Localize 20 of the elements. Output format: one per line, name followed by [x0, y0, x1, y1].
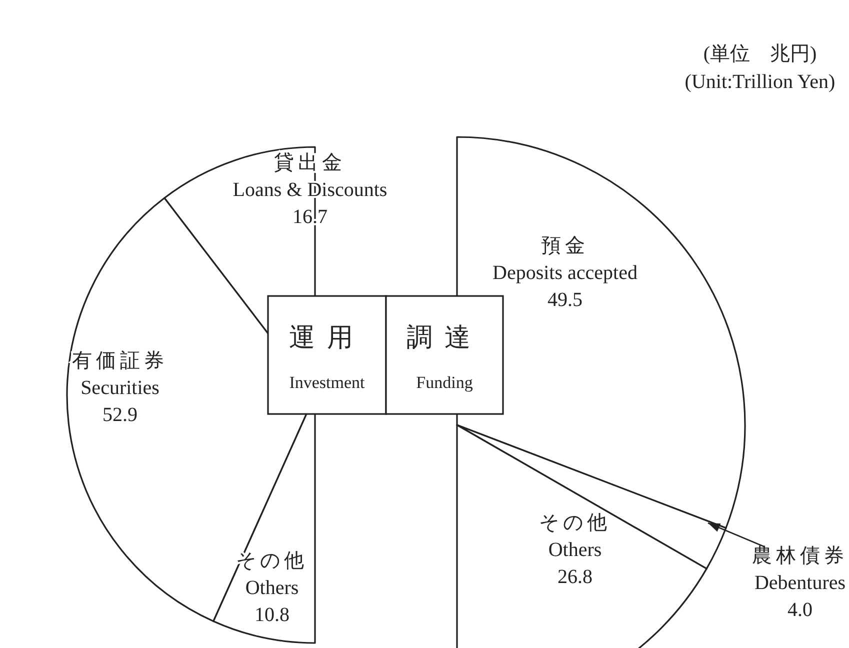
title: 調達: [406, 323, 482, 352]
data-label: Others: [548, 539, 602, 561]
data-label: 有価証券: [72, 350, 168, 372]
data-label: その他: [539, 512, 611, 534]
data-label: 10.8: [254, 604, 290, 626]
title: Funding: [416, 373, 473, 392]
data-label: 預金: [541, 235, 589, 257]
data-label: Others: [245, 577, 299, 599]
data-label: 26.8: [558, 566, 592, 588]
annotation: (Unit:Trillion Yen): [684, 71, 836, 93]
data-label: 52.9: [102, 404, 138, 426]
data-label: 49.5: [548, 289, 582, 311]
data-label: 農林債券: [752, 545, 848, 567]
data-label: Securities: [80, 377, 160, 399]
data-label: Deposits accepted: [492, 262, 638, 284]
data-label: Debentures: [754, 572, 846, 594]
annotation: (単位 兆円): [703, 43, 817, 65]
title: Investment: [289, 373, 365, 392]
data-label: 4.0: [788, 599, 812, 621]
title: 運用: [289, 323, 365, 352]
